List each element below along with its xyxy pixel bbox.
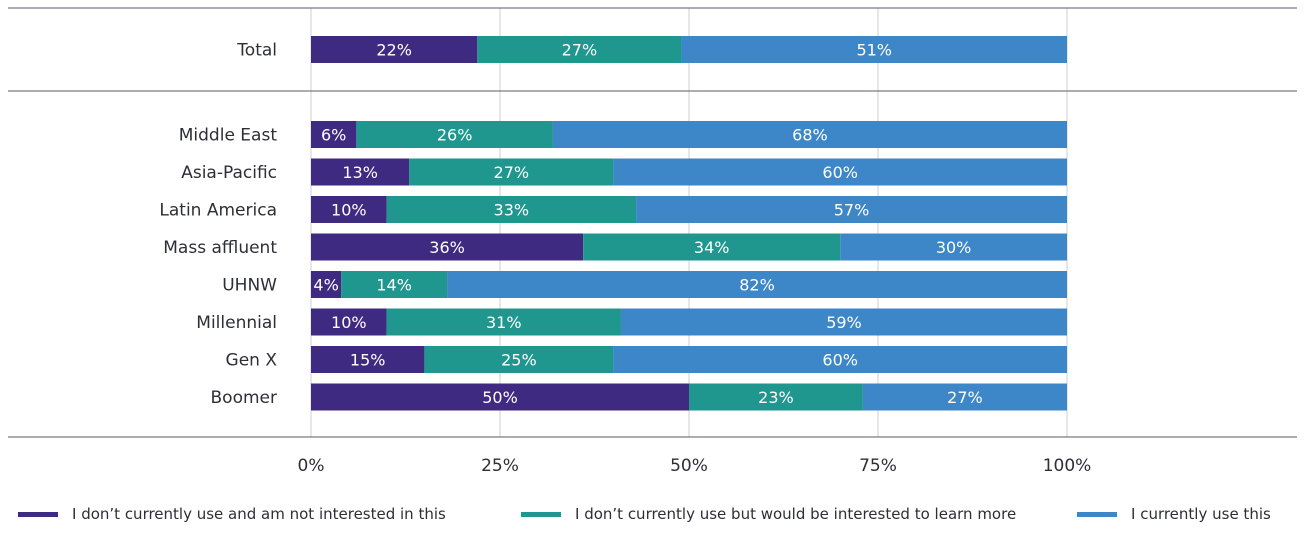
legend-item-1: I don’t currently use and am not interes… [18,505,446,523]
bar-segment-asia-pacific-3 [613,158,1067,186]
legend-swatch [18,511,58,517]
legend: I don’t currently use and am not interes… [0,505,1306,535]
category-label-mass-affluent: Mass affluent [163,238,277,258]
bar-segment-millennial-1 [311,308,387,336]
data-label: 34% [694,238,730,257]
bar-segment-gen-x-3 [613,346,1067,373]
data-label: 4% [313,276,338,295]
x-tick-label: 0% [298,456,325,476]
bar-segment-mass-affluent-1 [311,233,584,261]
category-label-gen-x: Gen X [226,351,278,371]
data-label: 36% [429,238,465,257]
bar-segment-total-2 [477,36,682,63]
bar-segment-millennial-3 [620,308,1067,336]
bar-segment-middle-east-3 [552,121,1067,148]
bar-segment-uhnw-3 [447,271,1068,298]
data-label: 10% [331,201,367,220]
data-label: 15% [350,351,386,370]
bar-segment-asia-pacific-1 [311,158,410,186]
legend-swatch [1077,511,1117,517]
data-label: 27% [562,41,598,60]
bar-segment-latin-america-1 [311,196,387,223]
data-label: 26% [437,126,473,145]
category-label-asia-pacific: Asia-Pacific [181,163,277,183]
bar-segment-gen-x-1 [311,346,425,373]
data-label: 23% [758,388,794,407]
bar-segment-boomer-1 [311,383,689,411]
data-label: 51% [856,41,892,60]
data-label: 22% [376,41,412,60]
data-label: 59% [826,313,862,332]
legend-label: I currently use this [1131,505,1271,523]
bar-segment-uhnw-2 [341,271,448,298]
bar-segment-uhnw-1 [311,271,342,298]
data-label: 6% [321,126,346,145]
data-label: 27% [947,388,983,407]
x-tick-label: 50% [670,456,708,476]
bar-segment-boomer-2 [689,383,863,411]
data-label: 10% [331,313,367,332]
bar-segment-latin-america-2 [386,196,637,223]
data-label: 30% [936,238,972,257]
legend-swatch [521,511,561,517]
legend-label: I don’t currently use but would be inter… [575,505,1017,523]
data-label: 60% [822,351,858,370]
data-label: 27% [494,163,530,182]
category-label-boomer: Boomer [211,388,277,408]
data-label: 14% [376,276,412,295]
legend-item-2: I don’t currently use but would be inter… [521,505,1016,523]
category-label-millennial: Millennial [196,313,277,333]
x-tick-label: 75% [859,456,897,476]
data-label: 68% [792,126,828,145]
data-label: 25% [501,351,537,370]
bar-segment-middle-east-2 [356,121,553,148]
bar-segment-total-1 [311,36,478,63]
data-label: 60% [822,163,858,182]
bar-segment-middle-east-1 [311,121,357,148]
data-label: 57% [834,201,870,220]
legend-label: I don’t currently use and am not interes… [72,505,446,523]
bar-segment-mass-affluent-2 [583,233,841,261]
x-tick-label: 100% [1043,456,1092,476]
x-tick-label: 25% [481,456,519,476]
bar-segment-gen-x-2 [424,346,614,373]
bar-segment-millennial-2 [386,308,621,336]
category-label-uhnw: UHNW [222,276,277,296]
data-label: 50% [482,388,518,407]
category-label-latin-america: Latin America [159,201,277,221]
data-label: 82% [739,276,775,295]
bar-segment-asia-pacific-2 [409,158,614,186]
data-label: 33% [494,201,530,220]
data-label: 13% [342,163,378,182]
bar-segment-mass-affluent-3 [840,233,1067,261]
bar-segment-latin-america-3 [636,196,1067,223]
category-label-total: Total [236,41,277,61]
category-label-middle-east: Middle East [179,126,278,146]
legend-item-3: I currently use this [1077,505,1271,523]
stacked-bar-chart: Total 22% 27% 51% Middle East 6% 26% 68% Asia-Pa… [8,7,1297,476]
bar-segment-total-3 [681,36,1067,63]
data-label: 31% [486,313,522,332]
bar-segment-boomer-3 [862,383,1067,411]
